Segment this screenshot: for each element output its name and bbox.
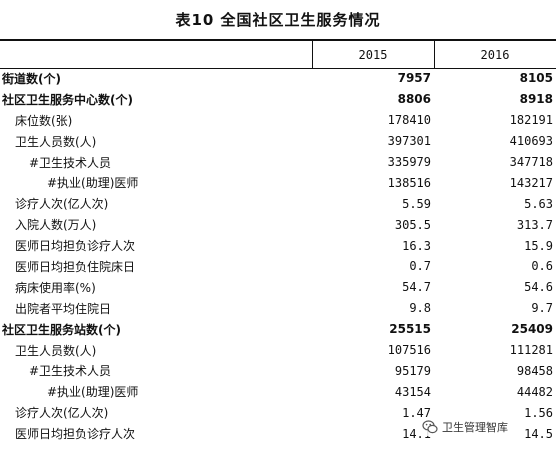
table-row: #卫生技术人员 95179 98458 [0, 360, 556, 381]
value-2015: 397301 [387, 134, 431, 149]
row-label: 社区卫生服务中心数(个) [2, 92, 133, 107]
value-2015: 95179 [394, 363, 431, 378]
value-2016: 143217 [509, 175, 553, 190]
top-rule [0, 39, 556, 41]
value-2016: 347718 [509, 155, 553, 169]
table-row: #卫生技术人员 335979 347718 [0, 152, 556, 173]
row-label: 入院人数(万人) [15, 218, 97, 233]
row-label: 诊疗人次(亿人次) [15, 197, 109, 212]
value-2016: 9.7 [531, 301, 553, 316]
table-row: 街道数(个) 7957 8105 [0, 68, 556, 89]
statistics-table: 街道数(个) 7957 8105 社区卫生服务中心数(个) 8806 8918 床位数(张)… [0, 68, 556, 444]
value-2015: 178410 [387, 113, 431, 128]
value-2015: 138516 [387, 175, 431, 190]
row-label: #执业(助理)医师 [47, 385, 139, 400]
table-row: 病床使用率(%) 54.7 54.6 [0, 277, 556, 298]
value-2016: 111281 [509, 343, 553, 358]
table-row: 床位数(张) 178410 182191 [0, 110, 556, 131]
value-2016: 14.5 [524, 426, 553, 441]
value-2016: 182191 [509, 113, 553, 128]
row-label: #卫生技术人员 [29, 364, 112, 379]
table-row: 出院者平均住院日 9.8 9.7 [0, 298, 556, 319]
row-label: 卫生人员数(人) [15, 134, 97, 149]
table-row: 社区卫生服务中心数(个) 8806 8918 [0, 89, 556, 110]
value-2016: 25409 [511, 322, 553, 337]
value-2015: 335979 [387, 155, 431, 169]
header-rule [0, 68, 556, 69]
row-label: 卫生人员数(人) [15, 343, 97, 358]
table-row: 医师日均担负住院床日 0.7 0.6 [0, 256, 556, 277]
watermark: 卫生管理智库 [419, 418, 511, 436]
value-2016: 5.63 [524, 196, 553, 211]
value-2015: 8806 [397, 92, 431, 107]
row-label: 医师日均担负诊疗人次 [15, 239, 136, 254]
value-2015: 1.47 [402, 405, 431, 420]
value-2016: 410693 [509, 134, 553, 149]
table-row: #执业(助理)医师 138516 143217 [0, 172, 556, 193]
value-2015: 5.59 [402, 196, 431, 211]
value-2016: 8918 [519, 92, 553, 107]
watermark-text: 卫生管理智库 [442, 421, 508, 434]
header-year-2016: 2016 [480, 48, 510, 62]
wechat-logo-icon [422, 420, 438, 434]
row-label: 社区卫生服务站数(个) [2, 322, 121, 337]
value-2015: 0.7 [409, 259, 431, 274]
value-2015: 43154 [394, 384, 431, 399]
table-row: 卫生人员数(人) 107516 111281 [0, 340, 556, 361]
column-divider [312, 39, 313, 68]
value-2015: 7957 [397, 71, 431, 86]
value-2016: 8105 [519, 71, 553, 86]
value-2015: 14.1 [402, 426, 431, 441]
value-2016: 98458 [516, 363, 553, 378]
row-label: 病床使用率(%) [15, 280, 96, 295]
row-label: 街道数(个) [2, 71, 61, 86]
value-2015: 9.8 [409, 301, 431, 316]
value-2016: 54.6 [524, 280, 553, 295]
row-label: 出院者平均住院日 [15, 301, 112, 316]
row-label: 诊疗人次(亿人次) [15, 406, 109, 421]
value-2015: 107516 [387, 343, 431, 358]
value-2016: 15.9 [524, 238, 553, 253]
column-divider [434, 39, 435, 68]
value-2016: 1.56 [524, 405, 553, 420]
row-label: 医师日均担负诊疗人次 [15, 427, 136, 442]
row-label: #卫生技术人员 [29, 155, 112, 170]
value-2015: 54.7 [402, 280, 431, 295]
value-2015: 25515 [389, 322, 431, 337]
value-2015: 16.3 [402, 238, 431, 253]
value-2016: 44482 [516, 384, 553, 399]
table-row: 卫生人员数(人) 397301 410693 [0, 131, 556, 152]
row-label: #执业(助理)医师 [47, 176, 139, 191]
value-2016: 0.6 [531, 259, 553, 274]
table-row: 诊疗人次(亿人次) 1.47 1.56 [0, 402, 556, 423]
table-row: #执业(助理)医师 43154 44482 [0, 381, 556, 402]
table-row: 医师日均担负诊疗人次 16.3 15.9 [0, 235, 556, 256]
row-label: 床位数(张) [15, 113, 73, 128]
table-row: 诊疗人次(亿人次) 5.59 5.63 [0, 193, 556, 214]
table-row: 社区卫生服务站数(个) 25515 25409 [0, 319, 556, 340]
row-label: 医师日均担负住院床日 [15, 259, 136, 274]
value-2015: 305.5 [394, 217, 431, 232]
table-title: 表10 全国社区卫生服务情况 [175, 11, 381, 29]
table-row: 入院人数(万人) 305.5 313.7 [0, 214, 556, 235]
header-year-2015: 2015 [358, 48, 388, 62]
value-2016: 313.7 [516, 217, 553, 232]
